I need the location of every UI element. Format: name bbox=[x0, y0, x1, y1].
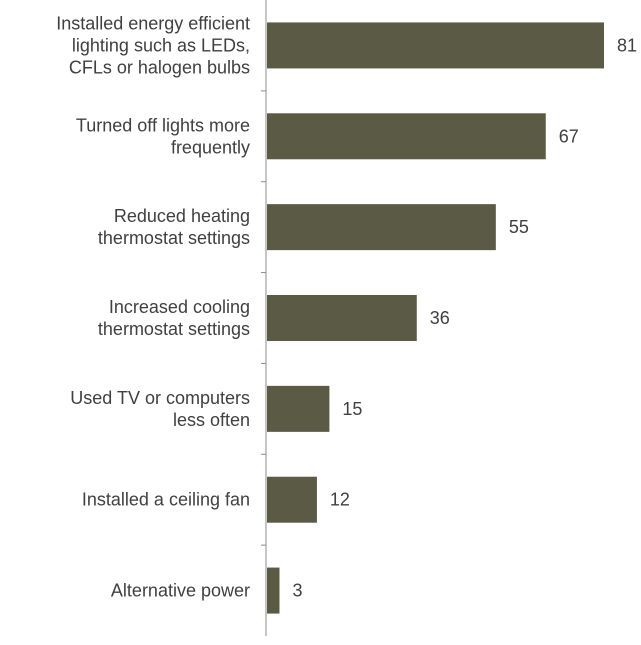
category-label-line: thermostat settings bbox=[98, 228, 250, 248]
data-labels-group: 81 67 55 36 15 12 3 bbox=[292, 35, 637, 600]
data-label: 81 bbox=[617, 35, 637, 55]
bar bbox=[267, 204, 496, 251]
category-label: Increased cooling thermostat settings bbox=[98, 297, 250, 339]
category-label-line: thermostat settings bbox=[98, 319, 250, 339]
data-label: 67 bbox=[559, 126, 579, 146]
bar bbox=[267, 22, 604, 69]
category-label-line: Installed energy efficient bbox=[56, 13, 250, 33]
data-label: 36 bbox=[430, 308, 450, 328]
category-axis bbox=[261, 0, 267, 636]
category-label-line: Reduced heating bbox=[114, 206, 250, 226]
bar bbox=[267, 385, 330, 432]
category-label: Installed energy efficient lighting such … bbox=[56, 13, 250, 77]
category-label: Used TV or computers less often bbox=[70, 388, 250, 430]
category-label-line: lighting such as LEDs, bbox=[72, 35, 250, 55]
category-labels-group: Installed energy efficient lighting such … bbox=[56, 13, 250, 600]
data-label: 55 bbox=[509, 217, 529, 237]
bar bbox=[267, 295, 417, 341]
category-label: Installed a ceiling fan bbox=[82, 490, 250, 510]
bar bbox=[267, 476, 317, 523]
bars-group bbox=[267, 22, 604, 614]
data-label: 15 bbox=[342, 399, 362, 419]
category-label-line: Used TV or computers bbox=[70, 388, 250, 408]
category-label: Reduced heating thermostat settings bbox=[98, 206, 250, 248]
category-label: Turned off lights more frequently bbox=[76, 115, 250, 157]
category-label-line: less often bbox=[173, 410, 250, 430]
data-label: 12 bbox=[330, 490, 350, 510]
category-label-line: Alternative power bbox=[111, 581, 250, 601]
category-label: Alternative power bbox=[111, 581, 250, 601]
category-label-line: Turned off lights more bbox=[76, 115, 250, 135]
bar bbox=[267, 567, 280, 614]
bar bbox=[267, 113, 546, 160]
category-label-line: Installed a ceiling fan bbox=[82, 490, 250, 510]
category-label-line: frequently bbox=[171, 137, 250, 157]
category-label-line: Increased cooling bbox=[109, 297, 250, 317]
category-label-line: CFLs or halogen bulbs bbox=[69, 57, 250, 77]
data-label: 3 bbox=[292, 581, 302, 601]
